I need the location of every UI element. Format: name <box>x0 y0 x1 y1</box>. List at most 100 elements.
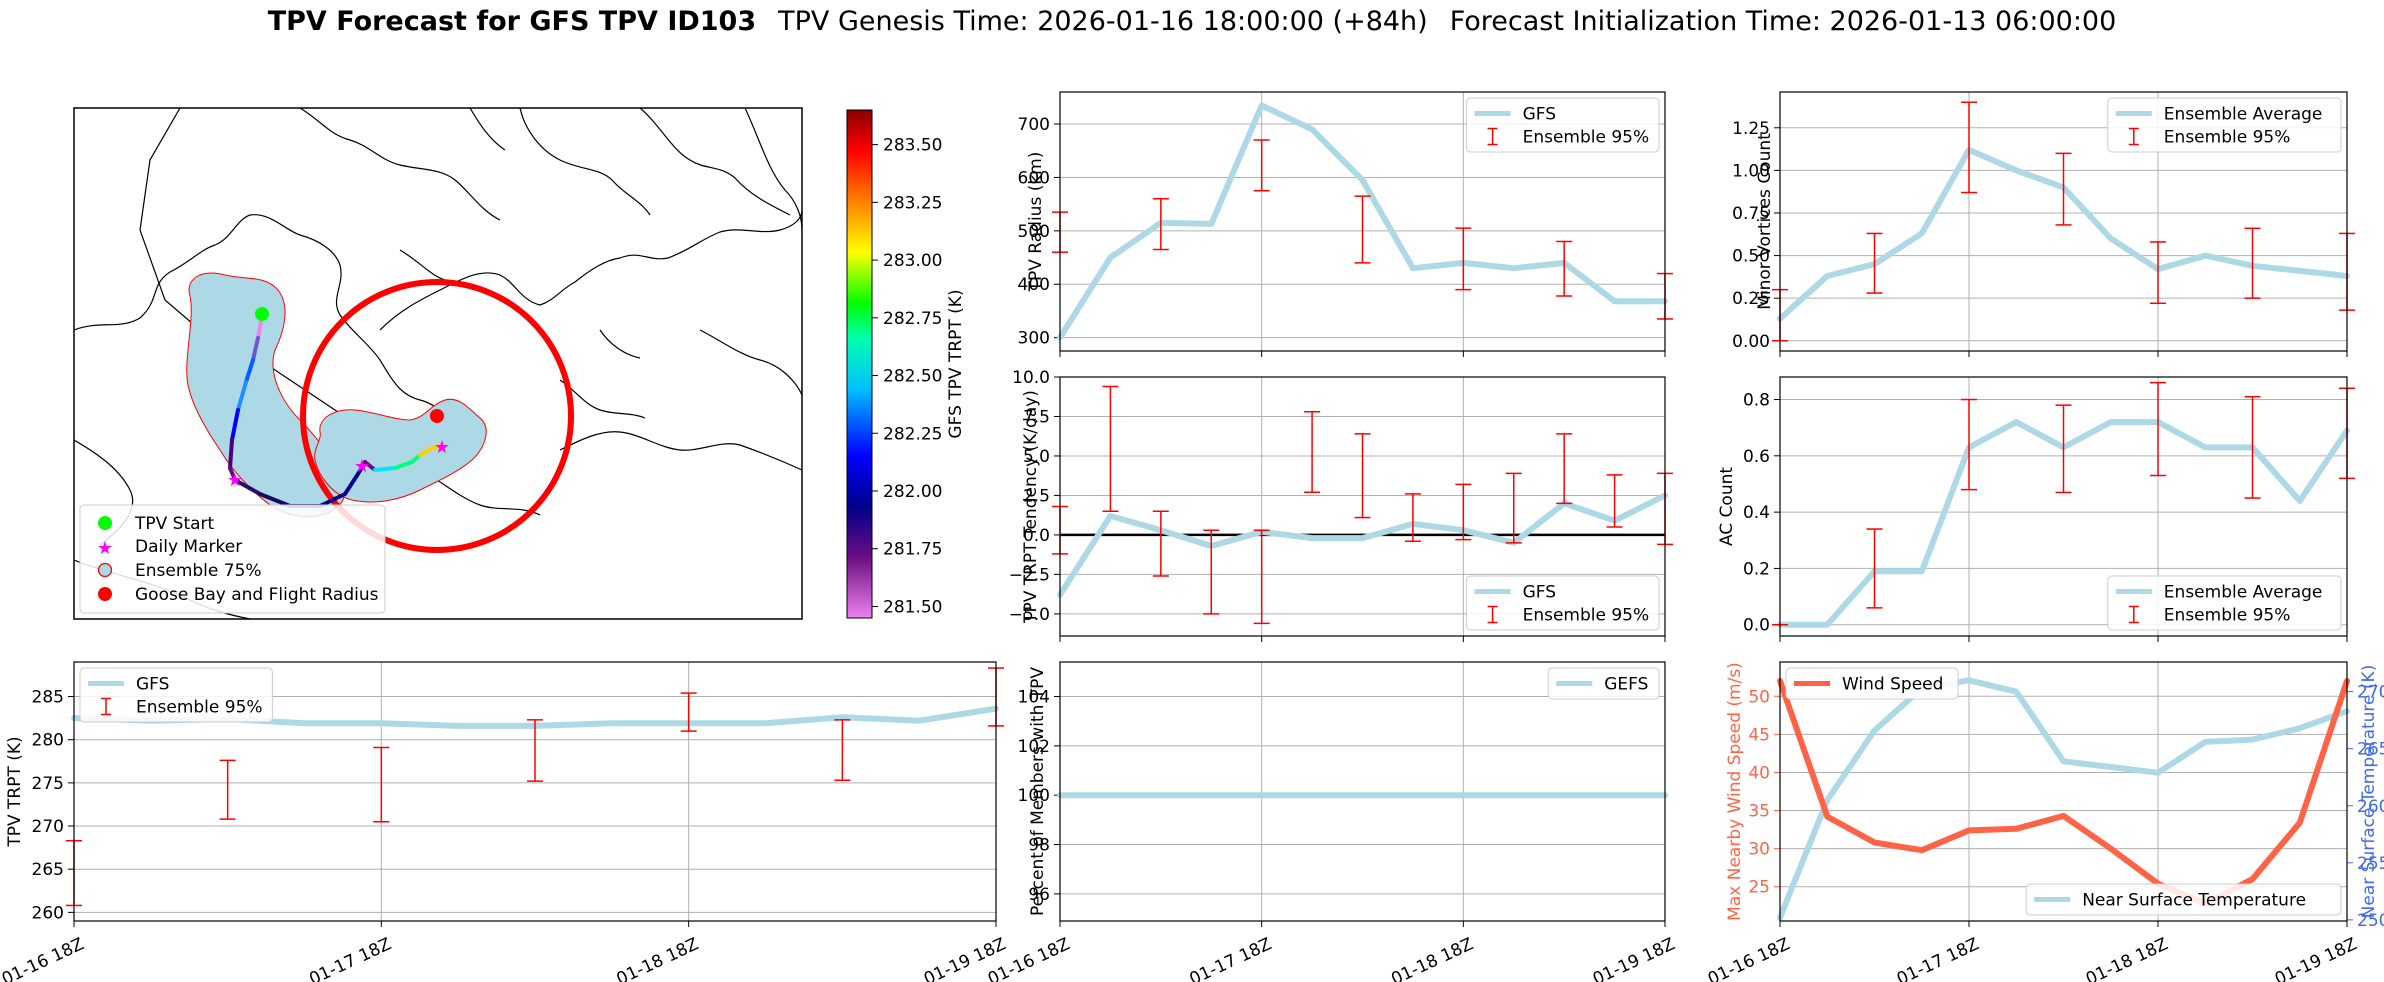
y-tick-label-wind: 30 <box>1748 840 1770 860</box>
x-tick-label: 01-17 18Z <box>1894 934 1982 982</box>
panel-wind-temperature: 25 30 35 40 45 50 250 255 260 265 270 Max Nearby Wi… <box>1705 661 2384 982</box>
colorbar-tick-label: 282.75 <box>883 309 942 329</box>
legend-label: GFS <box>136 675 169 695</box>
legend-box <box>1466 575 1660 631</box>
chart-panels: 300 400 500 600 700 TPV Radius (km) GFS Ensembl… <box>0 91 2384 982</box>
y-tick-label: 300 <box>1018 329 1050 349</box>
y-tick-label: 280 <box>32 731 64 751</box>
legend-daily-swatch: ★ <box>97 538 113 559</box>
legend-box <box>2107 97 2342 153</box>
y-tick-label: 98 <box>1028 836 1050 856</box>
plot-area <box>1780 662 2347 921</box>
y-axis-label: AC Count <box>1717 467 1737 546</box>
tpv-start-marker <box>255 307 269 321</box>
y-tick-label: 100 <box>1018 786 1050 806</box>
plot-frame <box>1779 91 2348 352</box>
legend-box <box>79 667 273 723</box>
x-tick-label: 01-19 18Z <box>1590 934 1678 982</box>
y-axis-label: Max Nearby Wind Speed (m/s) <box>1725 662 1745 921</box>
legend: Near Surface Temperature <box>2025 883 2342 916</box>
title-bold: TPV Forecast for GFS TPV ID103 <box>267 6 757 37</box>
legend-label: Ensemble Average <box>2164 105 2323 125</box>
legend-label: GFS <box>1523 583 1556 603</box>
y-tick-label: 265 <box>32 860 64 880</box>
plot-area <box>1060 662 1665 921</box>
flight-radius-circle <box>300 279 574 553</box>
init-time: Forecast Initialization Time: 2026-01-13… <box>1449 6 2117 37</box>
y-tick-label-temp: 250 <box>2357 911 2384 931</box>
legend: Wind Speed <box>1785 667 1959 700</box>
goose-bay-marker <box>430 409 444 423</box>
x-tick-label: 01-16 18Z <box>1705 934 1793 982</box>
y-tick-label: 1.25 <box>1732 119 1770 139</box>
legend-ensemble-swatch <box>97 562 113 578</box>
colorbar-tick-label: 283.25 <box>883 193 942 213</box>
y-tick-label: 10.0 <box>1012 368 1050 388</box>
plot-frame <box>1059 661 1666 922</box>
legend-label: GFS <box>1523 105 1556 125</box>
y-tick-label: 7.5 <box>1023 407 1050 427</box>
plot-frame <box>73 661 997 922</box>
colorbar-tick-label: 282.25 <box>883 424 942 444</box>
y-tick-label: 0.0 <box>1743 616 1770 636</box>
legend-label: GEFS <box>1604 675 1648 695</box>
y-tick-label-wind: 25 <box>1748 878 1770 898</box>
y-tick-label-temp: 260 <box>2357 797 2384 817</box>
colorbar-tick-label: 283.50 <box>883 136 942 156</box>
panel-trpt: 260 265 270 275 280 285 TPV TRPT (K) GFS Ensembl… <box>0 661 1009 982</box>
y-tick-label: 1.00 <box>1732 161 1770 181</box>
y-tick-label: 0.25 <box>1732 289 1770 309</box>
y-tick-label: 104 <box>1018 688 1050 708</box>
legend: GFS Ensemble 95% <box>79 667 273 723</box>
y-tick-label-wind: 45 <box>1748 725 1770 745</box>
y-tick-label: 0.8 <box>1743 391 1770 411</box>
y-tick-label: 102 <box>1018 737 1050 757</box>
plot-frame <box>1059 376 1666 637</box>
legend-box <box>1466 97 1660 153</box>
legend: Ensemble Average Ensemble 95% <box>2107 97 2342 153</box>
y-axis-label: TPV Radius (km) <box>1026 152 1046 293</box>
y-tick-label: −5.0 <box>1009 605 1050 625</box>
legend-label: Ensemble 95% <box>1523 128 1650 148</box>
legend-tpv-start: TPV Start <box>134 514 215 534</box>
y-axis-label: Near Surface Temperature (K) <box>2359 665 2379 919</box>
legend: GFS Ensemble 95% <box>1466 575 1660 631</box>
colorbar-tick-label: 281.75 <box>883 540 942 560</box>
legend-daily-marker: Daily Marker <box>135 537 242 557</box>
series-line <box>1777 677 2350 921</box>
y-tick-label-temp: 270 <box>2357 683 2384 703</box>
legend-goose-swatch <box>98 587 112 601</box>
legend-box <box>1547 667 1660 700</box>
legend-label: Ensemble Average <box>2164 583 2323 603</box>
colorbar-label: GFS TPV TRPT (K) <box>946 289 966 438</box>
y-tick-label-temp: 255 <box>2357 854 2384 874</box>
daily-marker: ★ <box>227 470 243 491</box>
plot-frame <box>1779 661 2348 922</box>
daily-marker: ★ <box>354 456 370 477</box>
colorbar-tick-label: 283.00 <box>883 251 942 271</box>
y-tick-label-wind: 50 <box>1748 687 1770 707</box>
y-tick-label: 270 <box>32 817 64 837</box>
map-legend: TPV Start ★ Daily Marker Ensemble 75% Go… <box>79 504 386 614</box>
y-tick-label: 0.0 <box>1023 526 1050 546</box>
y-tick-label-temp: 265 <box>2357 740 2384 760</box>
y-axis-label: TPV TRPT (K) <box>5 736 25 847</box>
series-line <box>1777 678 2350 907</box>
colorbar-ticks: 283.50 283.25 283.00 282.75 282.50 282.25 282.… <box>872 136 942 617</box>
legend-box <box>2025 883 2342 916</box>
y-tick-label: 275 <box>32 774 64 794</box>
y-tick-label: 5.0 <box>1023 447 1050 467</box>
coastlines <box>74 108 802 619</box>
legend-start-swatch <box>98 516 112 530</box>
map-panel: ★ ★ ★ TPV Start ★ Daily Marker Ensemble … <box>73 107 966 620</box>
y-tick-label: 285 <box>32 688 64 708</box>
plot-frame <box>1059 91 1666 352</box>
legend: Ensemble Average Ensemble 95% <box>2107 575 2342 631</box>
panel-radius: 300 400 500 600 700 TPV Radius (km) GFS Ensembl… <box>1018 91 1673 357</box>
legend-box <box>2107 575 2342 631</box>
y-tick-label: 96 <box>1028 885 1050 905</box>
y-tick-label: 0.6 <box>1743 447 1770 467</box>
